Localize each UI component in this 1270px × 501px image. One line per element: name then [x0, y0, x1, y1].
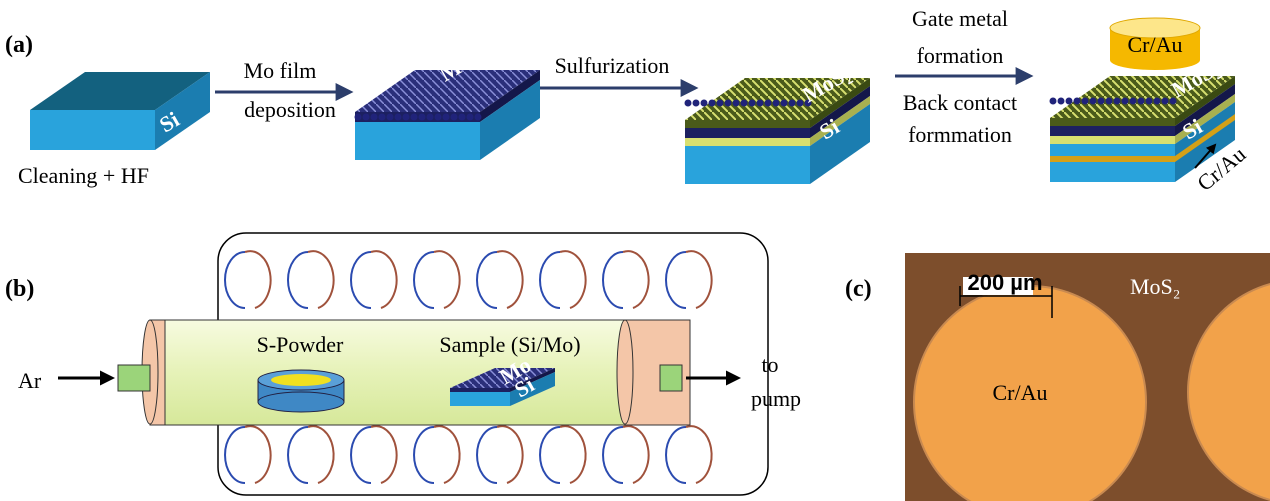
step-label: Back contact — [903, 90, 1017, 115]
block-layer — [1050, 144, 1175, 182]
source-label: S-Powder — [257, 332, 344, 357]
mo-grain — [387, 114, 394, 121]
block-layer — [450, 392, 510, 406]
step-label: formation — [917, 43, 1004, 68]
mo-grain — [1082, 98, 1089, 105]
mo-grain — [435, 114, 442, 121]
step-label: Gate metal — [912, 6, 1008, 31]
mo-grain — [1122, 98, 1129, 105]
mo-grain — [765, 100, 772, 107]
mo-grain — [1138, 98, 1145, 105]
panel-label: (b) — [5, 276, 34, 302]
mo-grain — [1154, 98, 1161, 105]
mo-grain — [1058, 98, 1065, 105]
step-label: deposition — [244, 97, 336, 122]
block-layer — [1050, 136, 1175, 144]
mo-grain — [419, 114, 426, 121]
figure: (a) Cleaning + HF Si Mo film deposition … — [0, 0, 1270, 501]
mo-grain — [725, 100, 732, 107]
contact-label: Cr/Au — [993, 380, 1048, 405]
sample-label: Sample (Si/Mo) — [439, 332, 580, 357]
mo-grain — [733, 100, 740, 107]
mo-grain — [789, 100, 796, 107]
mo-grain — [693, 100, 700, 107]
mo-grain — [403, 114, 410, 121]
mo-grain — [781, 100, 788, 107]
step-label: formmation — [908, 122, 1012, 147]
end-cap-edge — [617, 320, 633, 424]
gas-port — [118, 365, 150, 391]
mo-grain — [459, 114, 466, 121]
mo-grain — [379, 114, 386, 121]
mo-grain — [371, 114, 378, 121]
mo-grain — [1114, 98, 1121, 105]
mo-grain — [1170, 98, 1177, 105]
mo-grain — [1074, 98, 1081, 105]
mo-grain — [1090, 98, 1097, 105]
mo-grain — [701, 100, 708, 107]
gas-label: Ar — [18, 368, 42, 393]
mo-grain — [709, 100, 716, 107]
mo-grain — [443, 114, 450, 121]
block-layer — [685, 128, 810, 138]
block-layer — [685, 146, 810, 184]
scale-bar-label: 200 µm — [967, 270, 1042, 295]
step-label: Sulfurization — [555, 53, 670, 78]
mo-grain — [1106, 98, 1113, 105]
mo-grain — [355, 114, 362, 121]
block-layer — [355, 122, 480, 160]
mo-grain — [451, 114, 458, 121]
block-layer — [685, 138, 810, 146]
step-label: Mo film — [244, 58, 317, 83]
block-layer — [1050, 118, 1175, 126]
mo-grain — [1050, 98, 1057, 105]
mo-grain — [757, 100, 764, 107]
mo-grain — [797, 100, 804, 107]
caption: Cleaning + HF — [18, 163, 149, 188]
crucible-bottom — [258, 392, 344, 412]
mo-grain — [363, 114, 370, 121]
sulfur — [271, 374, 331, 386]
mo-grain — [395, 114, 402, 121]
contact-label: Cr/Au — [1128, 32, 1183, 57]
mo-grain — [1130, 98, 1137, 105]
gas-port — [660, 365, 682, 391]
mo-grain — [1098, 98, 1105, 105]
mo-grain — [741, 100, 748, 107]
block-layer — [30, 110, 155, 150]
mo-grain — [717, 100, 724, 107]
mo-grain — [427, 114, 434, 121]
mo-grain — [685, 100, 692, 107]
mo-grain — [773, 100, 780, 107]
block-layer — [450, 388, 510, 392]
mo-grain — [1146, 98, 1153, 105]
mo-grain — [467, 114, 474, 121]
mo-grain — [1162, 98, 1169, 105]
decoration — [30, 18, 1270, 501]
block-layer — [685, 120, 810, 128]
film-label: MoS₂ — [1130, 274, 1180, 299]
outlet-label: pump — [751, 386, 801, 411]
panel-label: (c) — [845, 276, 872, 302]
mo-grain — [1066, 98, 1073, 105]
mo-grain — [749, 100, 756, 107]
mo-grain — [475, 114, 482, 121]
panel-label: (a) — [5, 32, 33, 58]
outlet-label: to — [761, 352, 778, 377]
block-layer — [1050, 126, 1175, 136]
mo-grain — [411, 114, 418, 121]
